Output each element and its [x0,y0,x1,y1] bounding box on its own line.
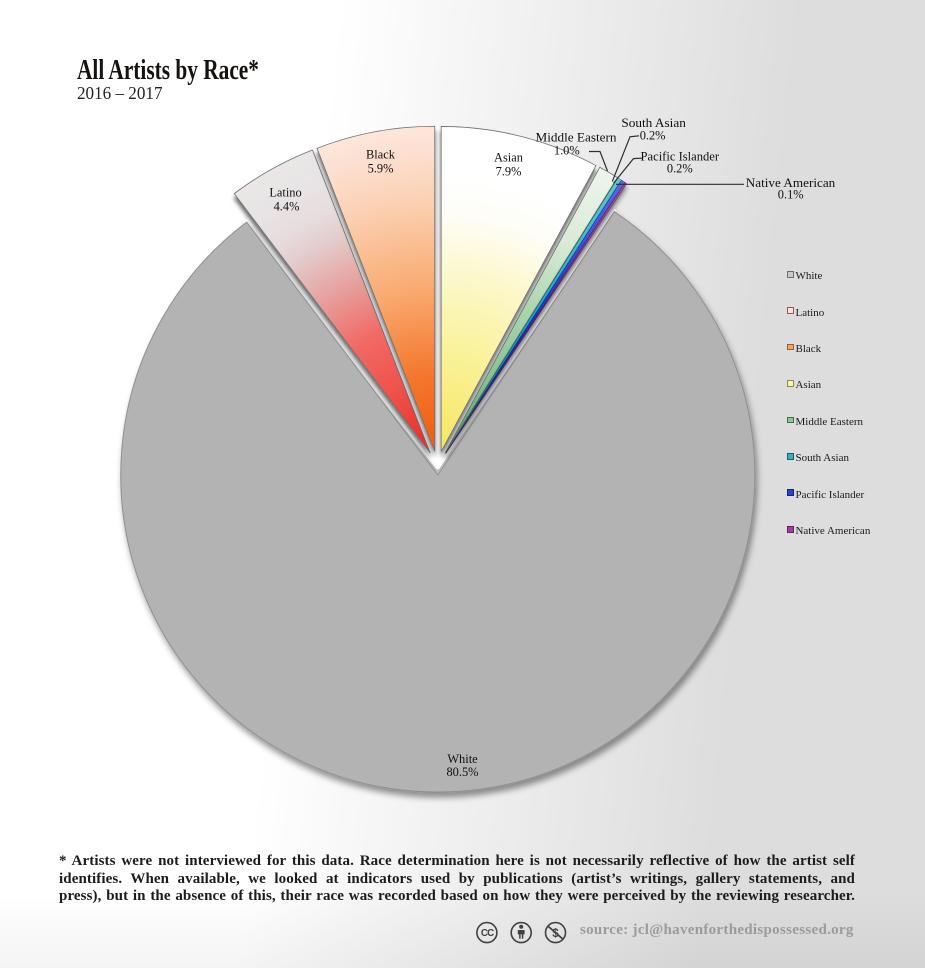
svg-text:0.1%: 0.1% [778,188,804,202]
svg-text:5.9%: 5.9% [368,162,394,176]
svg-text:South Asian: South Asian [621,116,686,130]
svg-text:80.5%: 80.5% [446,765,478,779]
svg-text:Latino: Latino [269,186,301,200]
svg-text:Pacific Islander: Pacific Islander [641,149,720,163]
svg-text:Native American: Native American [746,176,836,190]
svg-text:Black: Black [366,148,396,162]
svg-text:7.9%: 7.9% [496,165,522,179]
svg-text:CC: CC [481,928,494,939]
svg-text:0.2%: 0.2% [640,129,666,143]
svg-text:Asian: Asian [494,151,523,165]
svg-text:Middle Eastern: Middle Eastern [536,130,617,144]
svg-text:0.2%: 0.2% [667,162,693,176]
svg-text:4.4%: 4.4% [274,200,300,214]
svg-text:1.0%: 1.0% [554,144,580,158]
svg-text:White: White [447,752,478,766]
